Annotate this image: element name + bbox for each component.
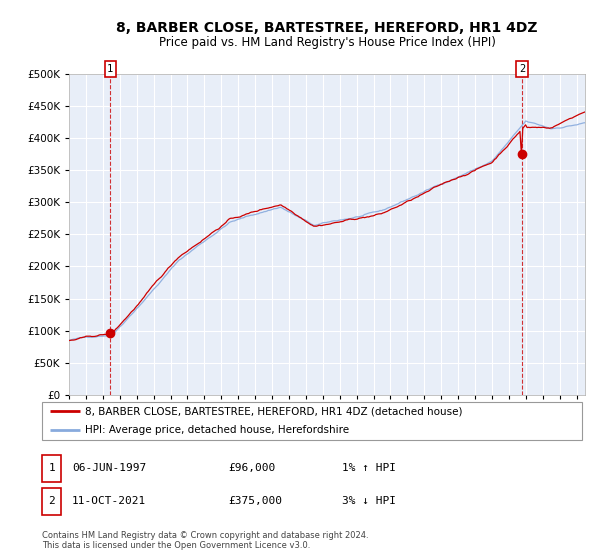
Text: 3% ↓ HPI: 3% ↓ HPI — [342, 496, 396, 506]
Text: £96,000: £96,000 — [228, 463, 275, 473]
Text: £375,000: £375,000 — [228, 496, 282, 506]
Text: 06-JUN-1997: 06-JUN-1997 — [72, 463, 146, 473]
Text: HPI: Average price, detached house, Herefordshire: HPI: Average price, detached house, Here… — [85, 425, 349, 435]
FancyBboxPatch shape — [42, 402, 582, 440]
Text: 2: 2 — [519, 64, 525, 74]
Text: 1% ↑ HPI: 1% ↑ HPI — [342, 463, 396, 473]
Text: Price paid vs. HM Land Registry's House Price Index (HPI): Price paid vs. HM Land Registry's House … — [158, 36, 496, 49]
Text: 11-OCT-2021: 11-OCT-2021 — [72, 496, 146, 506]
Text: 1: 1 — [48, 463, 55, 473]
Text: 8, BARBER CLOSE, BARTESTREE, HEREFORD, HR1 4DZ: 8, BARBER CLOSE, BARTESTREE, HEREFORD, H… — [116, 21, 538, 35]
Text: 8, BARBER CLOSE, BARTESTREE, HEREFORD, HR1 4DZ (detached house): 8, BARBER CLOSE, BARTESTREE, HEREFORD, H… — [85, 406, 463, 416]
Text: 2: 2 — [48, 496, 55, 506]
Text: 1: 1 — [107, 64, 113, 74]
Text: Contains HM Land Registry data © Crown copyright and database right 2024.
This d: Contains HM Land Registry data © Crown c… — [42, 531, 368, 550]
